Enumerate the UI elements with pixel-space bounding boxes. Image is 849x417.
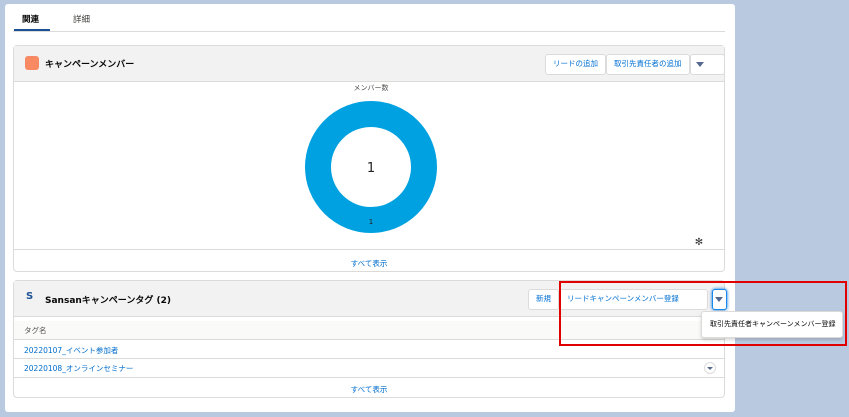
table-header [14, 321, 724, 340]
main-panel: 関連 詳細 キャンペーンメンバー リードの追加 取引先責任者の追加 メンバー数 … [5, 4, 735, 412]
row-link[interactable]: 20220108_オンラインセミナー [24, 364, 134, 373]
view-all-link[interactable]: すべて表示 [350, 259, 388, 268]
button-group: リードの追加 取引先責任者の追加 [545, 54, 725, 75]
button[interactable]: リードの追加 [545, 54, 606, 75]
button-group: 新規 リードキャンペーンメンバー登録 [528, 289, 727, 310]
icon: S [26, 291, 34, 302]
button[interactable]: 新規 [528, 289, 559, 310]
button[interactable]: リードキャンペーンメンバー登録 [559, 289, 708, 310]
tab-underline [14, 29, 50, 31]
row-menu[interactable] [704, 362, 716, 374]
chart-title: メンバー数 [354, 83, 389, 92]
view-all-link[interactable]: すべて表示 [350, 385, 388, 394]
highlight-box [559, 281, 847, 346]
donut-segment [305, 101, 437, 233]
column-header: タグ名 [24, 326, 47, 335]
card-title: キャンペーンメンバー [45, 60, 135, 70]
arrow [707, 367, 713, 370]
arrow [715, 297, 723, 302]
tab-divider [13, 31, 725, 32]
divider [14, 358, 724, 359]
dropdown-button[interactable] [689, 54, 725, 75]
arrow [695, 62, 704, 67]
row-link[interactable]: 20220107_イベント参加者 [24, 346, 119, 355]
button[interactable]: 取引先責任者の追加 [606, 54, 690, 75]
divider [14, 377, 724, 378]
divider [14, 249, 724, 250]
gear-icon[interactable]: ✻ [695, 237, 703, 248]
card: キャンペーンメンバー リードの追加 取引先責任者の追加 メンバー数 ✻ 1 1 す… [13, 45, 725, 272]
segment-label: 1 [369, 218, 373, 226]
donut-total: 1 [367, 161, 375, 176]
icon [25, 56, 39, 70]
dropdown-button[interactable] [712, 289, 727, 310]
tab-active[interactable]: 関連 [22, 15, 40, 25]
chart: メンバー数 ✻ 1 1 [305, 83, 703, 248]
dropdown-menu: 取引先責任者キャンペーンメンバー登録 [701, 311, 843, 338]
card: S Sansanキャンペーンタグ (2) 新規 リードキャンペーンメンバー登録 … [13, 280, 727, 398]
card-title: Sansanキャンペーンタグ (2) [45, 296, 171, 306]
menu-item[interactable]: 取引先責任者キャンペーンメンバー登録 [710, 320, 836, 328]
tab[interactable]: 詳細 [73, 15, 91, 25]
